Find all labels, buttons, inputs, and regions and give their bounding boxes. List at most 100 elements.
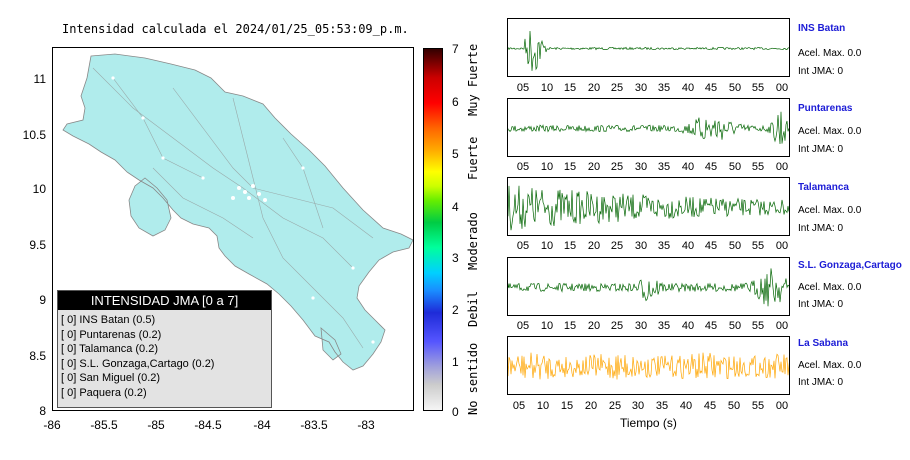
station-intensity: Int JMA: 0 [798, 223, 844, 234]
time-tick: 25 [610, 161, 624, 173]
colorbar-number: 7 [452, 42, 459, 56]
time-tick: 35 [657, 320, 671, 332]
map-y-tick: 9 [39, 293, 46, 307]
station-name: La Sabana [798, 338, 849, 349]
map-x-tick: -85.5 [90, 418, 118, 432]
colorbar-label-debil: Debil [466, 290, 480, 327]
colorbar-label-muy-fuerte: Muy Fuerte [466, 43, 480, 116]
seismogram-trace [508, 185, 789, 231]
station-dots [111, 76, 375, 344]
time-tick: 05 [516, 82, 530, 94]
seismogram-trace [508, 111, 789, 145]
time-tick: 30 [634, 161, 648, 173]
time-tick: 15 [560, 400, 574, 412]
time-tick: 00 [775, 161, 789, 173]
time-tick: 25 [608, 400, 622, 412]
time-tick: 25 [610, 240, 624, 252]
time-tick: 50 [728, 82, 742, 94]
legend-item: [ 0] INS Batan (0.5) [61, 314, 156, 326]
time-tick: 40 [681, 320, 695, 332]
colorbar-number: 0 [452, 405, 459, 419]
colorbar-label-no-sentido: No sentido [466, 342, 480, 415]
time-tick: 25 [610, 320, 624, 332]
time-tick: 40 [681, 82, 695, 94]
time-tick-row: 05 10 15 20 25 30 35 40 45 50 55 00 [507, 161, 790, 175]
time-tick: 55 [751, 320, 765, 332]
time-tick: 15 [563, 240, 577, 252]
intensity-colorbar [423, 48, 443, 411]
time-tick: 55 [751, 400, 765, 412]
time-tick: 05 [516, 161, 530, 173]
seismogram-trace [508, 268, 789, 307]
time-tick: 30 [634, 82, 648, 94]
map-x-tick: -83.5 [300, 418, 328, 432]
station-name: INS Batan [798, 23, 846, 34]
time-axis-label: Tiempo (s) [620, 416, 677, 430]
map-y-tick: 8 [39, 404, 46, 418]
seismogram-trace [508, 30, 789, 71]
station-name: S.L. Gonzaga,Cartago [798, 260, 902, 271]
map-x-tick: -86 [43, 418, 61, 432]
time-tick: 20 [587, 82, 601, 94]
time-tick: 30 [631, 400, 645, 412]
time-tick: 30 [634, 240, 648, 252]
time-tick: 40 [681, 240, 695, 252]
station-accel: Acel. Max. 0.0 [798, 205, 862, 216]
station-intensity: Int JMA: 0 [798, 144, 844, 155]
map-y-tick: 8.5 [29, 349, 46, 363]
time-tick: 05 [512, 400, 526, 412]
colorbar-label-fuerte: Fuerte [466, 136, 480, 180]
map-title: Intensidad calculada el 2024/01/25_05:53… [62, 22, 409, 36]
time-tick: 15 [563, 161, 577, 173]
seismogram-panel [507, 98, 790, 157]
station-intensity: Int JMA: 0 [798, 299, 844, 310]
time-tick-row: 05 10 15 20 25 30 35 40 45 50 55 00 [507, 400, 790, 414]
time-tick: 10 [540, 161, 554, 173]
seismogram-trace [508, 352, 789, 380]
time-tick: 35 [657, 161, 671, 173]
station-name: Puntarenas [798, 103, 853, 114]
map-y-tick: 9.5 [29, 238, 46, 252]
time-tick: 55 [751, 161, 765, 173]
map-y-tick: 10.5 [22, 128, 46, 142]
colorbar-number: 3 [452, 251, 459, 265]
time-tick: 45 [704, 240, 718, 252]
time-tick: 40 [681, 161, 695, 173]
waveform-line [508, 111, 789, 145]
time-tick: 50 [728, 320, 742, 332]
colorbar-number: 4 [452, 200, 459, 214]
time-tick-row: 05 10 15 20 25 30 35 40 45 50 55 00 [507, 240, 790, 254]
station-name: Talamanca [798, 182, 849, 193]
time-tick: 50 [728, 240, 742, 252]
map-y-tick: 10 [32, 182, 46, 196]
time-tick: 55 [751, 82, 765, 94]
time-tick: 10 [540, 82, 554, 94]
map-x-tick: -84.5 [194, 418, 222, 432]
map-x-tick: -85 [147, 418, 165, 432]
legend-item: [ 0] S.L. Gonzaga,Cartago (0.2) [61, 357, 215, 370]
time-tick: 55 [751, 240, 765, 252]
time-tick: 10 [540, 320, 554, 332]
colorbar-number: 6 [452, 95, 459, 109]
station-accel: Acel. Max. 0.0 [798, 48, 862, 59]
legend-item: [ 0] Puntarenas (0.2) [61, 328, 162, 341]
time-tick: 40 [679, 400, 693, 412]
seismogram-panel [507, 336, 790, 395]
time-tick: 10 [536, 400, 550, 412]
time-tick: 15 [563, 320, 577, 332]
time-tick: 00 [775, 240, 789, 252]
map-x-tick: -84 [253, 418, 271, 432]
time-tick: 10 [540, 240, 554, 252]
station-accel: Acel. Max. 0.0 [798, 126, 862, 137]
seismogram-panel [507, 257, 790, 316]
time-tick: 00 [775, 82, 789, 94]
time-tick: 45 [704, 82, 718, 94]
time-tick: 00 [775, 320, 789, 332]
legend-item: [ 0] Talamanca (0.2) [61, 343, 159, 355]
time-tick: 45 [704, 320, 718, 332]
waveform-line [508, 185, 789, 231]
time-tick: 50 [728, 161, 742, 173]
colorbar-label-moderado: Moderado [466, 212, 480, 270]
time-tick: 35 [657, 82, 671, 94]
time-tick: 45 [703, 400, 717, 412]
